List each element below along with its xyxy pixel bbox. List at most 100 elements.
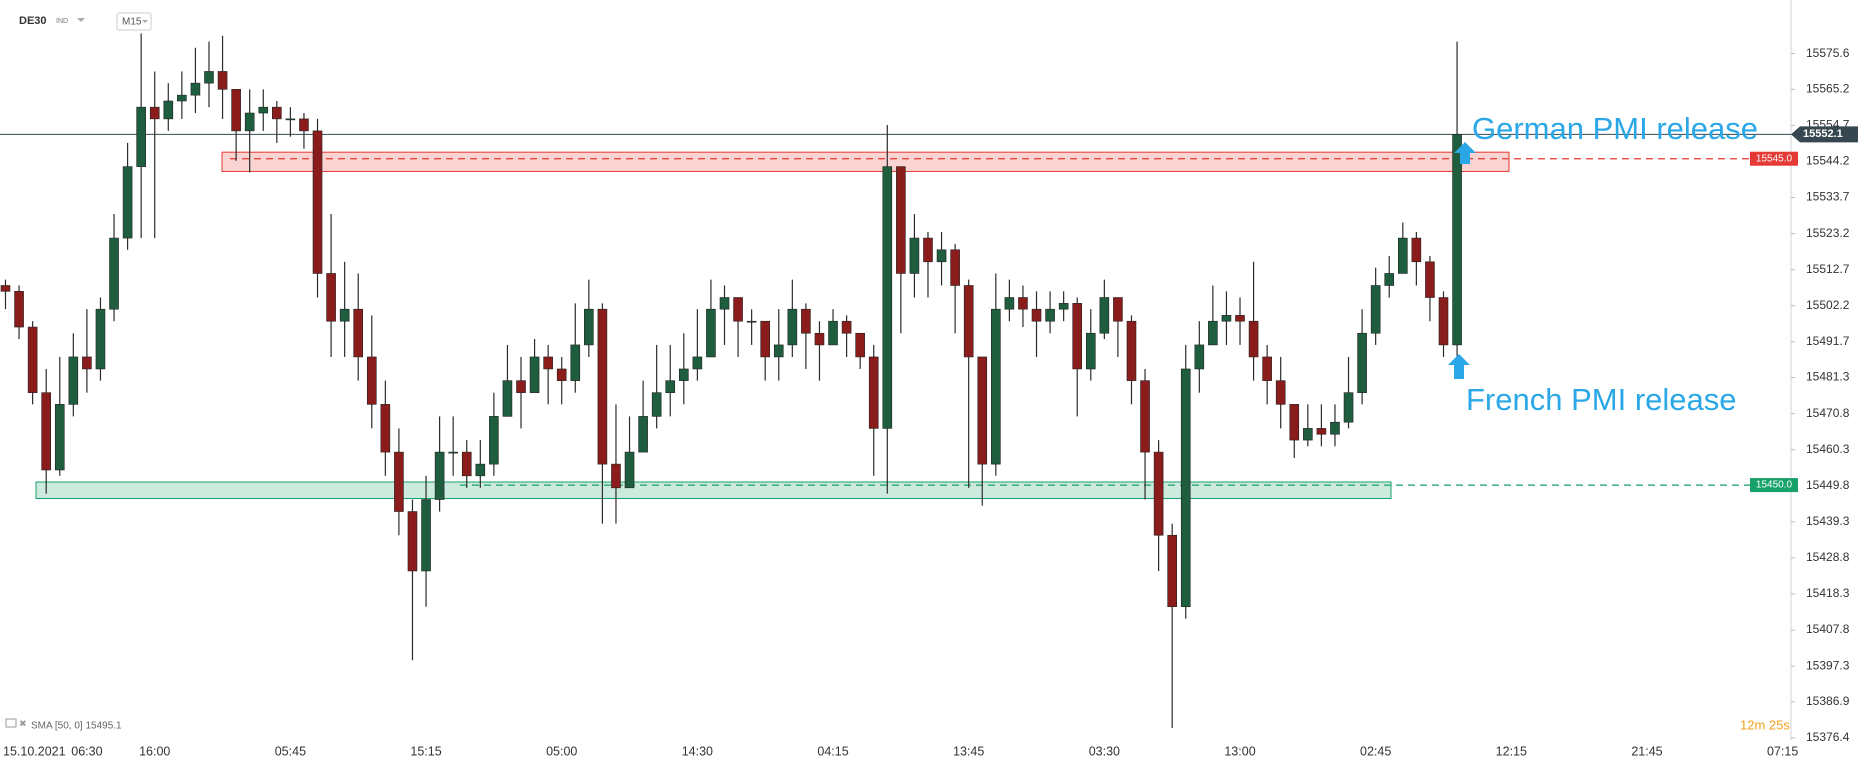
- x-tick-label: 14:30: [682, 744, 713, 758]
- candle-body: [1438, 297, 1449, 346]
- dropdown-icon: [142, 20, 148, 23]
- candle-body: [556, 368, 567, 381]
- candle-body: [624, 451, 635, 489]
- candle-body: [1262, 356, 1272, 381]
- candle-body: [678, 368, 689, 381]
- candle-body: [353, 308, 364, 358]
- candle-body: [1235, 315, 1245, 322]
- candle-body: [719, 297, 730, 310]
- candle-body: [516, 380, 526, 393]
- candle-body: [1248, 320, 1259, 358]
- symbol: DE30: [19, 15, 47, 27]
- candle-body: [1180, 368, 1191, 608]
- market: IND: [56, 18, 68, 25]
- candle-body: [611, 463, 621, 489]
- x-tick-label: 12:15: [1496, 744, 1527, 758]
- dropdown-icon[interactable]: [77, 18, 85, 22]
- candle-body: [407, 511, 418, 572]
- candle-body: [136, 106, 146, 167]
- candle-body: [244, 112, 255, 132]
- x-tick-label: 02:45: [1360, 744, 1391, 758]
- candle-body: [1275, 380, 1286, 405]
- candle-body: [706, 308, 716, 358]
- candle-body: [1072, 303, 1083, 370]
- candle-body: [461, 451, 472, 477]
- candle-body: [0, 285, 11, 292]
- candle-body: [733, 297, 743, 322]
- candle-body: [285, 118, 296, 121]
- candle-body: [258, 106, 269, 114]
- candle-body: [122, 166, 133, 239]
- candle-body: [54, 404, 65, 471]
- x-tick-label: 15.10.2021: [3, 744, 66, 758]
- y-tick-label: 15418.3: [1806, 586, 1850, 600]
- candle-body: [421, 499, 431, 572]
- candle-body: [1153, 451, 1164, 536]
- candle-body: [1099, 297, 1110, 334]
- candle-body: [149, 106, 160, 120]
- candle-body: [217, 71, 228, 90]
- candle-body: [923, 237, 933, 263]
- candle-body: [909, 237, 920, 274]
- candle-body: [665, 380, 676, 393]
- candle-body: [1384, 273, 1395, 286]
- candle-body: [950, 249, 960, 286]
- candle-body: [896, 166, 906, 274]
- candle-body: [1004, 297, 1015, 310]
- candle-body: [1208, 320, 1218, 346]
- y-tick-label: 15575.6: [1806, 46, 1850, 60]
- candle-body: [855, 332, 865, 358]
- y-tick-label: 15460.3: [1806, 442, 1850, 456]
- candle-body: [231, 89, 241, 132]
- candle-body: [312, 130, 323, 274]
- candle-body: [1289, 404, 1300, 441]
- candle-body: [882, 166, 893, 429]
- x-tick-label: 05:45: [275, 744, 306, 758]
- candle-body: [814, 332, 825, 346]
- candle-body: [434, 451, 445, 500]
- candle-body: [787, 308, 798, 346]
- candle-body: [977, 356, 988, 465]
- y-tick-label: 15523.2: [1806, 226, 1850, 240]
- candle-body: [746, 320, 757, 323]
- candle-body: [190, 82, 201, 96]
- x-tick-label: 06:30: [71, 744, 102, 758]
- candle-body: [1018, 297, 1028, 310]
- candle-body: [366, 356, 377, 405]
- candle-body: [380, 404, 391, 453]
- candle-body: [1397, 237, 1408, 274]
- candle-body: [1045, 308, 1055, 322]
- candle-body: [204, 71, 214, 84]
- x-tick-label: 04:15: [817, 744, 848, 758]
- candle-body: [82, 356, 92, 370]
- candle-body: [1330, 421, 1340, 435]
- arrow: [1448, 354, 1470, 379]
- x-tick-label: 13:45: [953, 744, 984, 758]
- indicator-icon[interactable]: [5, 718, 17, 728]
- candle-body: [27, 326, 38, 393]
- candle-body: [584, 308, 594, 346]
- y-tick-label: 15533.7: [1806, 190, 1850, 204]
- candle-body: [1194, 344, 1205, 370]
- x-tick-label: 05:00: [546, 744, 577, 758]
- candle-body: [543, 356, 553, 370]
- level-badge: [1750, 151, 1798, 166]
- y-tick-label: 15397.3: [1806, 658, 1850, 672]
- x-tick-label: 13:00: [1224, 744, 1255, 758]
- candle-body: [1058, 303, 1069, 310]
- candle-body: [1370, 285, 1381, 334]
- close-icon[interactable]: ✖: [19, 718, 27, 728]
- timeframe: M15: [122, 17, 142, 28]
- candle-body: [1343, 392, 1354, 423]
- zone: [221, 151, 1510, 172]
- y-tick-label: 15565.2: [1806, 81, 1850, 95]
- price-badge: [1791, 126, 1858, 143]
- candle-body: [638, 416, 648, 453]
- candle-body: [68, 356, 79, 405]
- candle-body: [1452, 134, 1462, 346]
- candle-body: [272, 106, 282, 120]
- timeframe-box[interactable]: [116, 12, 152, 31]
- candle-body: [1167, 534, 1177, 608]
- candle-body: [41, 392, 51, 471]
